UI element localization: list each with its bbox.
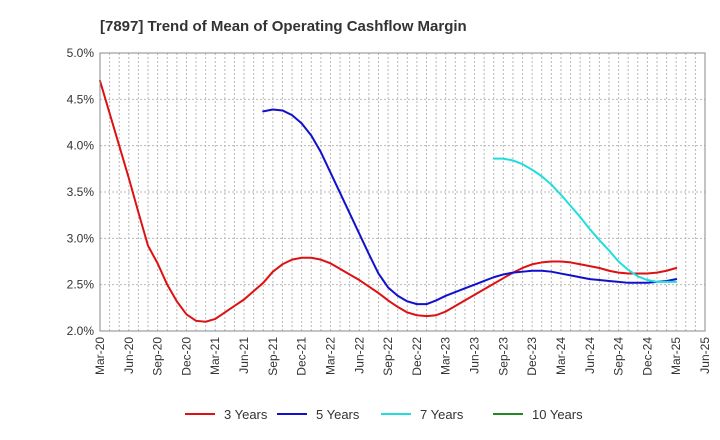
x-tick-label: Mar-20 — [93, 337, 107, 375]
plot-border — [99, 52, 706, 332]
x-tick-label: Mar-24 — [554, 337, 568, 375]
x-tick-label: Mar-21 — [208, 337, 222, 375]
x-tick-label: Jun-21 — [237, 337, 251, 374]
x-tick-label: Sep-23 — [496, 337, 510, 376]
series-line-5-years — [262, 108, 678, 306]
x-tick-label: Jun-24 — [583, 337, 597, 374]
x-tick-label: Dec-23 — [525, 337, 539, 376]
y-tick-label: 5.0% — [67, 46, 95, 60]
x-tick-label: Dec-20 — [179, 337, 193, 376]
x-tick-label: Mar-25 — [669, 337, 683, 375]
legend-label: 10 Years — [532, 407, 583, 422]
chart-title: [7897] Trend of Mean of Operating Cashfl… — [100, 18, 467, 35]
x-tick-label: Dec-21 — [295, 337, 309, 376]
series-line-7-years — [492, 157, 678, 283]
x-tick-label: Mar-22 — [323, 337, 337, 375]
x-tick-label: Dec-22 — [410, 337, 424, 376]
y-tick-label: 3.0% — [67, 231, 95, 245]
series-layer — [99, 79, 678, 323]
x-tick-label: Sep-22 — [381, 337, 395, 376]
legend: 3 Years 5 Years 7 Years 10 Years — [185, 407, 583, 422]
y-axis-ticks: 5.0% 4.5% 4.0% 3.5% 3.0% 2.5% 2.0% — [67, 46, 95, 338]
x-tick-label: Jun-20 — [122, 337, 136, 374]
x-tick-label: Dec-24 — [640, 337, 654, 376]
x-tick-label: Sep-24 — [612, 337, 626, 376]
x-tick-label: Mar-23 — [439, 337, 453, 375]
legend-label: 7 Years — [420, 407, 464, 422]
y-tick-label: 2.0% — [67, 324, 95, 338]
series-line-3-years — [99, 79, 678, 323]
y-tick-label: 3.5% — [67, 185, 95, 199]
x-axis-ticks: Mar-20 Jun-20 Sep-20 Dec-20 Mar-21 Jun-21 Sep-… — [93, 337, 712, 376]
x-tick-label: Sep-20 — [151, 337, 165, 376]
x-tick-label: Jun-22 — [352, 337, 366, 374]
x-tick-label: Jun-25 — [698, 337, 712, 374]
y-tick-label: 2.5% — [67, 278, 95, 292]
axes — [99, 52, 706, 332]
y-tick-label: 4.0% — [67, 139, 95, 153]
legend-label: 5 Years — [316, 407, 360, 422]
x-tick-label: Jun-23 — [468, 337, 482, 374]
plot-area — [100, 53, 705, 331]
plot-background — [100, 53, 705, 331]
x-tick-label: Sep-21 — [266, 337, 280, 376]
legend-label: 3 Years — [224, 407, 268, 422]
y-tick-label: 4.5% — [67, 92, 95, 106]
